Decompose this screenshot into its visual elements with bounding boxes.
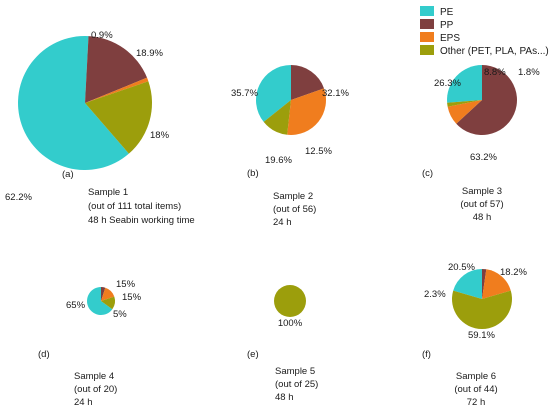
pie-slice-other-pet-pla-pas <box>101 296 115 310</box>
data-label-other-pet-pla-pas: 100% <box>278 318 303 329</box>
data-label-pp: 5% <box>113 309 127 320</box>
pie-slice-pp <box>291 65 325 100</box>
pie-slice-pe <box>18 35 129 170</box>
data-label-other-pet-pla-pas: 1.8% <box>518 67 540 78</box>
panel-label: (f) <box>422 349 431 360</box>
sample-caption-line: Sample 4 <box>74 371 114 382</box>
pie-chart-1: 62.2% 18% 0.9% 18.9% (a) Sample 1 (out of 111 … <box>5 30 195 226</box>
pie-slice-other-pet-pla-pas <box>447 100 482 107</box>
sample-caption-line: (out of 57) <box>460 199 503 210</box>
pie-chart-2: 35.7% 19.6% 32.1% 12.5% (b) Sample 2 (out of 5… <box>231 65 349 228</box>
data-label-eps: 15% <box>122 292 142 303</box>
data-label-pp: 2.3% <box>424 289 446 300</box>
data-label-pe: 65% <box>66 300 86 311</box>
legend: PE PP EPS Other (PET, PLA, PAs...) <box>420 6 549 57</box>
panel-label: (e) <box>247 349 259 360</box>
sample-caption-line: 48 h <box>473 212 492 223</box>
panel-label: (c) <box>422 168 433 179</box>
pie-slice-eps <box>447 100 482 124</box>
pie-slice-other-pet-pla-pas <box>274 285 306 317</box>
data-label-pe: 35.7% <box>231 88 258 99</box>
sample-caption-line: Sample 6 <box>456 371 496 382</box>
data-label-eps: 18.2% <box>500 267 527 278</box>
sample-caption-line: (out of 56) <box>273 204 316 215</box>
pie-chart-4: 65% 5% 15% 15% (d) Sample 4 (out of 20) 24 h <box>38 279 142 408</box>
data-label-eps: 0.9% <box>91 30 113 41</box>
pie-slice-eps <box>85 77 149 103</box>
legend-label-eps: EPS <box>440 33 460 44</box>
data-label-pp: 19.6% <box>265 155 292 166</box>
pie-slice-pe <box>446 65 482 103</box>
sample-caption-line: Sample 5 <box>275 366 315 377</box>
data-label-pp: 18% <box>150 130 170 141</box>
legend-swatch-other-pet-pla-pas <box>420 45 434 55</box>
sample-caption-line: 48 h Seabin working time <box>88 215 195 226</box>
sample-caption-line: (out of 44) <box>454 384 497 395</box>
sample-caption-line: 24 h <box>74 397 93 408</box>
data-label-pe: 26.3% <box>434 78 461 89</box>
pie-chart-5: 100% (e) Sample 5 (out of 25) 48 h <box>247 285 318 403</box>
legend-label-other-pet-pla-pas: Other (PET, PLA, PAs...) <box>440 46 549 57</box>
pie-chart-6: 20.5% 2.3% 18.2% 59.1% (f) Sample 6 (out of 44… <box>422 262 527 408</box>
pie-slice-other-pet-pla-pas <box>85 81 152 154</box>
legend-swatch-eps <box>420 32 434 42</box>
data-label-eps: 8.8% <box>484 67 506 78</box>
data-label-pe: 62.2% <box>5 192 32 203</box>
pie-slice-pe <box>453 269 482 299</box>
sample-caption-line: (out of 111 total items) <box>88 201 181 212</box>
sample-caption-line: 72 h <box>467 397 486 408</box>
data-label-other-pet-pla-pas: 18.9% <box>136 48 163 59</box>
pie-slice-eps <box>287 88 327 136</box>
sample-caption-line: 24 h <box>273 217 292 228</box>
pie-slice-pe <box>256 65 291 122</box>
pie-slice-pp <box>101 287 106 301</box>
sample-caption-line: (out of 25) <box>275 379 318 390</box>
data-label-other-pet-pla-pas: 59.1% <box>468 330 495 341</box>
pie-slice-pe <box>87 287 113 315</box>
legend-swatch-pp <box>420 19 434 29</box>
data-label-pp: 63.2% <box>470 152 497 163</box>
sample-caption-line: Sample 3 <box>462 186 502 197</box>
sample-caption-line: 48 h <box>275 392 294 403</box>
data-label-other-pet-pla-pas: 15% <box>116 279 136 290</box>
pie-slice-other-pet-pla-pas <box>452 290 512 329</box>
panel-label: (b) <box>247 168 259 179</box>
legend-swatch-pe <box>420 6 434 16</box>
data-label-other-pet-pla-pas: 12.5% <box>305 146 332 157</box>
pie-slice-other-pet-pla-pas <box>263 100 291 135</box>
data-label-pe: 20.5% <box>448 262 475 273</box>
sample-caption-line: (out of 20) <box>74 384 117 395</box>
sample-caption-line: Sample 2 <box>273 191 313 202</box>
pie-chart-3: 26.3% 63.2% 8.8% 1.8% (c) Sample 3 (out of 57)… <box>422 65 540 223</box>
legend-label-pp: PP <box>440 20 454 31</box>
pie-slice-pp <box>85 36 148 104</box>
data-label-eps: 32.1% <box>322 88 349 99</box>
pie-slice-eps <box>482 269 511 299</box>
pie-slice-pp <box>482 269 487 299</box>
legend-label-pe: PE <box>440 7 454 18</box>
panel-label: (a) <box>62 169 74 180</box>
pie-slice-pp <box>456 65 517 135</box>
panel-label: (d) <box>38 349 50 360</box>
pie-slice-eps <box>101 287 115 301</box>
sample-caption-line: Sample 1 <box>88 187 128 198</box>
